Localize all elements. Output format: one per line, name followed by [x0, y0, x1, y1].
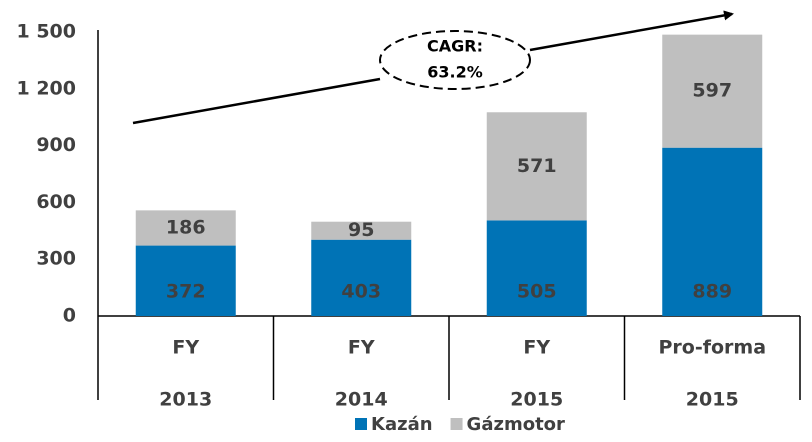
x-tick-label: Pro-forma: [658, 337, 766, 359]
y-tick-label: 1 500: [17, 21, 77, 43]
x-tick-label: 2015: [510, 389, 563, 411]
x-tick-label: FY: [523, 337, 550, 359]
annotation: CAGR:: [427, 37, 483, 56]
bar-segment: [135, 245, 236, 316]
cagr-bubble: [379, 30, 531, 90]
value-label: 597: [692, 80, 732, 102]
x-tick-label: FY: [172, 337, 199, 359]
value-label: 505: [517, 281, 557, 303]
y-tick-label: 300: [36, 248, 76, 270]
value-label: 186: [166, 216, 206, 238]
trend-arrow: [132, 77, 381, 125]
y-tick-label: 600: [36, 191, 76, 213]
x-tick-label: 2013: [159, 389, 212, 411]
value-label: 372: [166, 281, 206, 303]
legend-swatch: [450, 418, 463, 430]
x-tick-label: 2015: [686, 389, 739, 411]
value-label: 403: [341, 281, 381, 303]
x-tick-label: 2014: [335, 389, 388, 411]
x-tick-label: FY: [348, 337, 375, 359]
bar-segment: [662, 34, 763, 148]
bar-segment: [486, 112, 587, 221]
value-label: 95: [348, 219, 374, 241]
bar-segment: [486, 220, 587, 316]
y-tick-label: 900: [36, 134, 76, 156]
bar-segment: [311, 239, 412, 316]
y-tick-label: 0: [63, 305, 76, 327]
legend-swatch: [355, 418, 367, 430]
y-tick-label: 1 200: [17, 77, 77, 99]
legend-label: Kazán: [371, 414, 433, 435]
legend-label: Gázmotor: [467, 414, 565, 435]
trend-arrow: [529, 10, 734, 52]
bar-segment: [311, 221, 412, 240]
annotation: 63.2%: [427, 63, 483, 82]
value-label: 571: [517, 155, 557, 177]
bar-segment: [662, 147, 763, 316]
value-label: 889: [692, 281, 732, 303]
bar-segment: [135, 210, 236, 246]
